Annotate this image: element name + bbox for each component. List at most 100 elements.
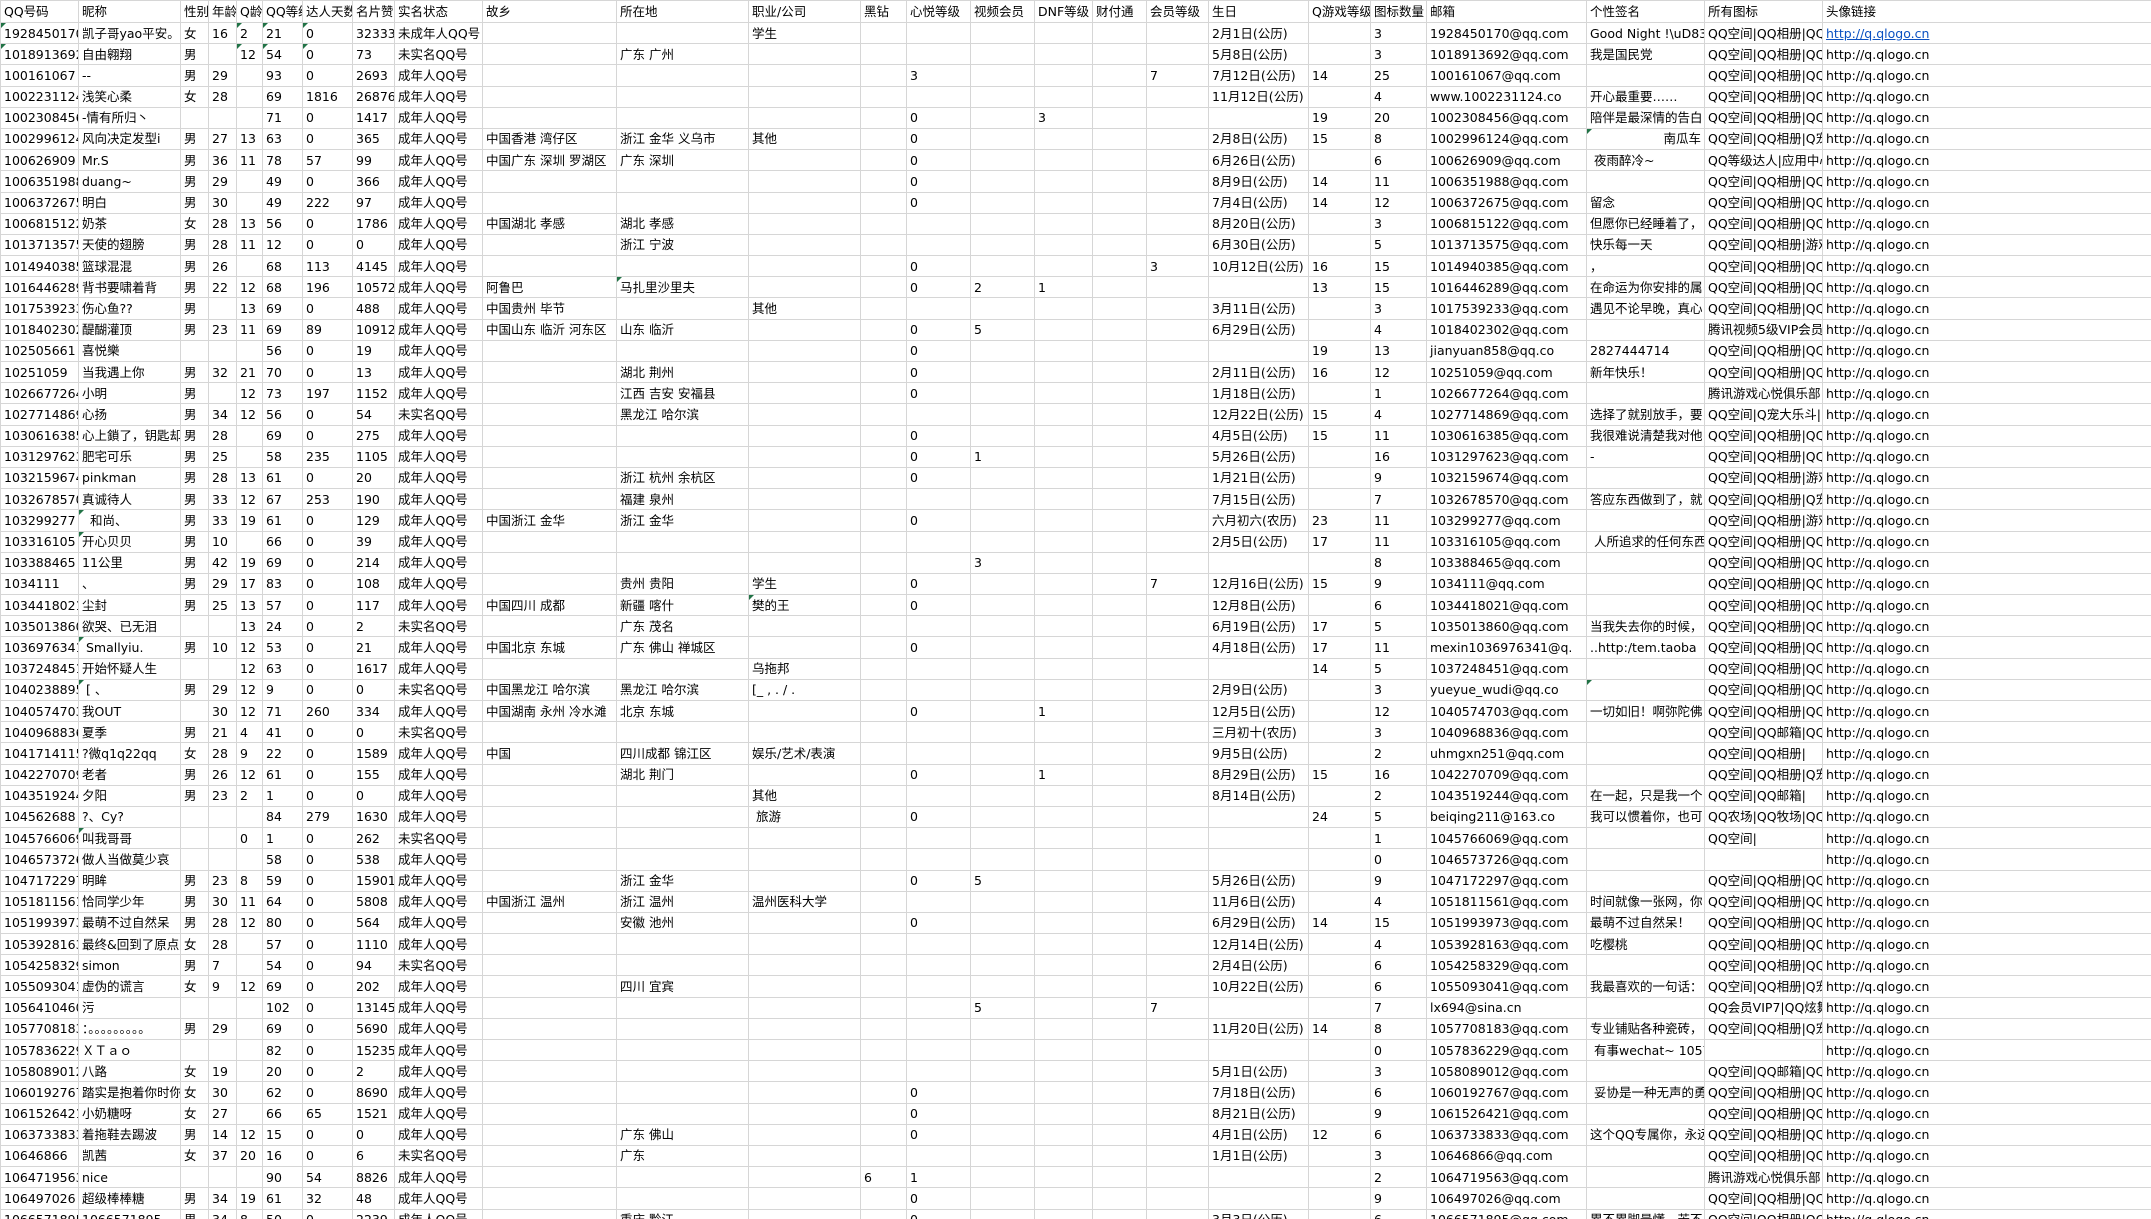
cell-a[interactable]: 30 [208,699,237,723]
cell-qa[interactable]: 8 [236,869,263,892]
cell-g[interactable] [180,106,209,129]
cell-df[interactable] [1034,657,1093,680]
cell-lk[interactable]: 2 [352,615,395,638]
cell-g[interactable]: 女 [180,1102,209,1125]
cell-rn[interactable]: 成年人QQ号 [394,911,483,935]
cell-lk[interactable]: 564 [352,911,395,935]
cell-mb[interactable] [1146,657,1209,680]
cell-cf[interactable] [1092,1166,1147,1189]
cell-g[interactable]: 男 [180,445,209,468]
cell-vd[interactable] [970,64,1035,87]
cell-dr[interactable]: 196 [302,276,353,299]
cell-mb[interactable] [1146,318,1209,341]
cell-q[interactable]: 1040238895 [0,678,79,702]
cell-cf[interactable] [1092,170,1147,193]
cell-bk[interactable] [860,297,907,320]
cell-sg[interactable] [1586,848,1705,871]
cell-a[interactable]: 28 [208,466,237,490]
cell-av[interactable]: http://q.qlogo.cn [1822,1123,2151,1146]
cell-a[interactable]: 37 [208,1144,237,1168]
cell-n[interactable]: ?、Cy? [78,805,181,829]
cell-cf[interactable] [1092,276,1147,299]
cell-qa[interactable]: 12 [236,403,263,426]
cell-cf[interactable] [1092,572,1147,596]
cell-mb[interactable] [1146,297,1209,320]
cell-lk[interactable]: 73 [352,43,395,66]
cell-l[interactable]: 9 [262,678,303,702]
cell-cf[interactable] [1092,678,1147,702]
cell-mb[interactable] [1146,784,1209,807]
cell-cf[interactable] [1092,954,1147,977]
cell-qa[interactable]: 12 [236,911,263,935]
cell-g[interactable]: 男 [180,255,209,278]
cell-a[interactable]: 30 [208,1081,237,1104]
cell-rn[interactable]: 成年人QQ号 [394,657,483,680]
cell-mb[interactable] [1146,954,1209,977]
cell-lk[interactable]: 0 [352,721,395,744]
cell-lo[interactable] [616,784,749,807]
cell-dr[interactable]: 0 [302,21,353,45]
cell-bd[interactable]: 6月29日(公历) [1208,318,1309,341]
cell-vd[interactable] [970,403,1035,426]
cell-bd[interactable]: 7月15日(公历) [1208,488,1309,511]
cell-sg[interactable]: 专业铺贴各种瓷砖， [1586,1017,1705,1041]
cell-mb[interactable] [1146,1123,1209,1146]
cell-xy[interactable] [906,742,971,765]
cell-hm[interactable] [482,1208,617,1219]
cell-ic[interactable]: 6 [1370,1123,1427,1146]
cell-n[interactable]: 明眸 [78,869,181,892]
cell-bd[interactable]: 5月8日(公历) [1208,43,1309,66]
cell-ic[interactable]: 1 [1370,827,1427,850]
cell-g[interactable]: 男 [180,488,209,511]
cell-cf[interactable] [1092,1187,1147,1210]
col-header-xy[interactable]: 心悦等级 [906,0,971,23]
cell-rn[interactable]: 成年人QQ号 [394,191,483,214]
cell-sg[interactable]: 在一起，只是我一个 [1586,784,1705,807]
cell-qg[interactable] [1308,1166,1371,1189]
cell-ai[interactable]: QQ空间|QQ相册|Q宠 [1704,488,1823,511]
cell-l[interactable]: 69 [262,551,303,574]
cell-bk[interactable] [860,699,907,723]
cell-df[interactable] [1034,21,1093,45]
cell-ic[interactable]: 16 [1370,763,1427,786]
cell-rn[interactable]: 成年人QQ号 [394,1187,483,1210]
cell-av[interactable]: http://q.qlogo.cn [1822,678,2151,702]
cell-l[interactable]: 58 [262,848,303,871]
cell-l[interactable]: 1 [262,784,303,807]
cell-l[interactable]: 20 [262,1060,303,1083]
cell-mb[interactable] [1146,615,1209,638]
cell-ai[interactable]: QQ空间|QQ相册|QQ [1704,170,1823,193]
cell-n[interactable]: 肥宅可乐 [78,445,181,468]
cell-xy[interactable] [906,233,971,257]
cell-bk[interactable] [860,827,907,850]
cell-xy[interactable]: 0 [906,1187,971,1210]
cell-lk[interactable]: 0 [352,678,395,702]
cell-qa[interactable]: 13 [236,127,263,151]
cell-sg[interactable]: 这个QQ专属你，永远 [1586,1123,1705,1146]
cell-em[interactable]: uhmgxn251@qq.com [1426,742,1587,765]
cell-bd[interactable] [1208,1166,1309,1189]
cell-sg[interactable]: 一切如旧！啊弥陀佛 [1586,699,1705,723]
cell-q[interactable]: 1043519244 [0,784,79,807]
cell-g[interactable] [180,848,209,871]
cell-sg[interactable] [1586,1144,1705,1168]
cell-sg[interactable]: 南瓜车 [1586,127,1705,151]
cell-ic[interactable]: 3 [1370,1060,1427,1083]
cell-mb[interactable] [1146,1081,1209,1104]
cell-ic[interactable]: 4 [1370,403,1427,426]
cell-av[interactable]: http://q.qlogo.cn [1822,43,2151,66]
cell-cf[interactable] [1092,1208,1147,1219]
cell-sg[interactable]: 我最喜欢的一句话： [1586,975,1705,998]
cell-ai[interactable]: QQ空间|QQ相册|QQ [1704,615,1823,638]
cell-cf[interactable] [1092,445,1147,468]
cell-em[interactable]: 1040574703@qq.com [1426,699,1587,723]
cell-vd[interactable] [970,297,1035,320]
cell-lk[interactable]: 538 [352,848,395,871]
cell-bd[interactable]: 7月18日(公历) [1208,1081,1309,1104]
cell-bk[interactable] [860,1187,907,1210]
cell-xy[interactable]: 0 [906,106,971,129]
cell-lk[interactable]: 1630 [352,805,395,829]
cell-vd[interactable] [970,382,1035,405]
cell-g[interactable]: 男 [180,1017,209,1041]
cell-hm[interactable] [482,255,617,278]
